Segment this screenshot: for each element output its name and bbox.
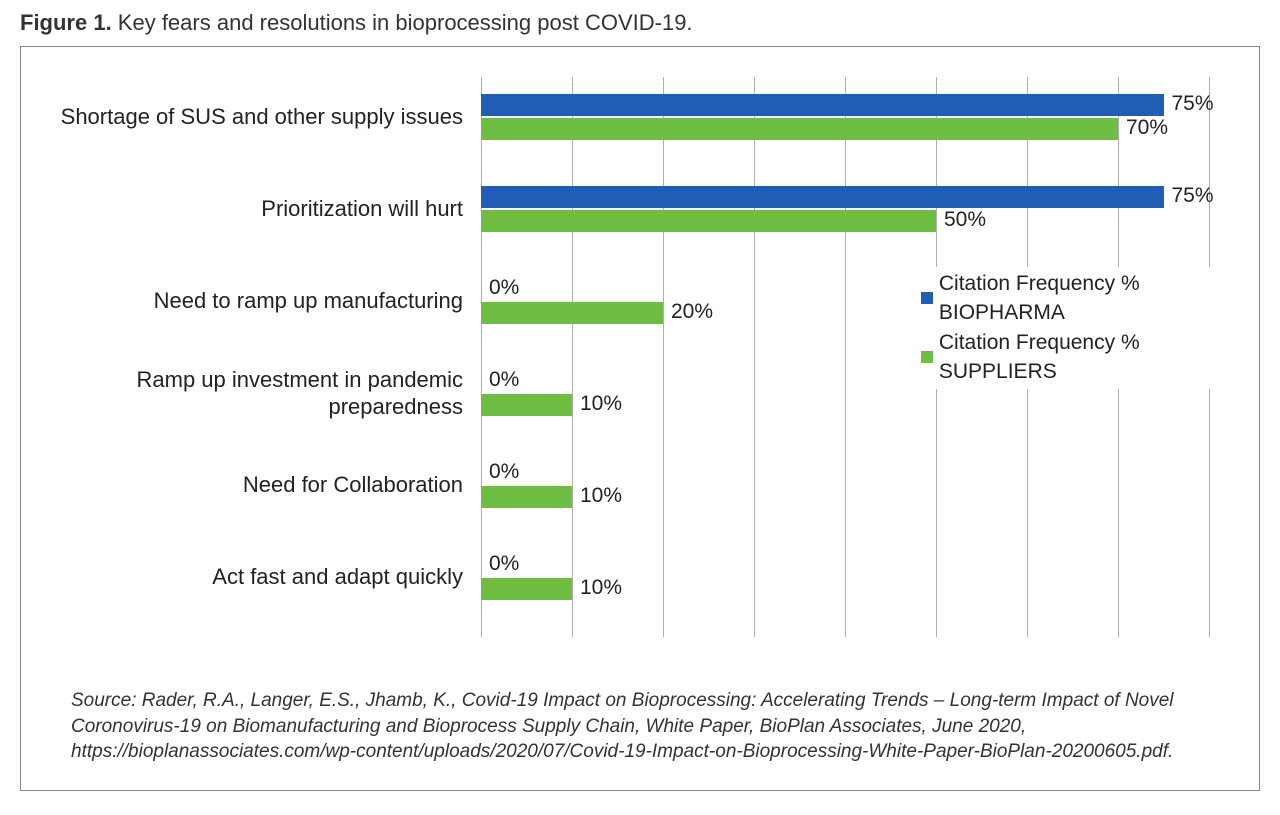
category-label: Need to ramp up manufacturing — [51, 261, 471, 341]
bar — [481, 394, 572, 416]
bar-value-label: 50% — [944, 208, 986, 232]
category-label: Need for Collaboration — [51, 445, 471, 525]
chart-area: Shortage of SUS and other supply issues7… — [51, 77, 1229, 637]
bar — [481, 94, 1164, 116]
chart-row: Prioritization will hurt75%50% — [51, 169, 1209, 249]
bar-value-label: 75% — [1172, 184, 1214, 208]
category-label: Act fast and adapt quickly — [51, 537, 471, 617]
bar-value-label: 0% — [489, 460, 519, 484]
legend-item: Citation Frequency % SUPPLIERS — [921, 328, 1225, 387]
bar — [481, 578, 572, 600]
figure-title: Figure 1. Key fears and resolutions in b… — [20, 10, 1260, 36]
chart-row: Act fast and adapt quickly 0% 10% — [51, 537, 1209, 617]
bar-value-label: 10% — [580, 484, 622, 508]
legend-swatch — [921, 292, 933, 304]
bar — [481, 302, 663, 324]
category-label: Ramp up investment in pandemic preparedn… — [51, 353, 471, 433]
bar-group: 75%70% — [481, 77, 1209, 157]
chart-legend: Citation Frequency % BIOPHARMACitation F… — [917, 267, 1229, 389]
bar-value-label: 0% — [489, 368, 519, 392]
bar — [481, 210, 936, 232]
bar — [481, 186, 1164, 208]
category-label: Prioritization will hurt — [51, 169, 471, 249]
figure-box: Shortage of SUS and other supply issues7… — [20, 46, 1260, 791]
bar-value-label: 10% — [580, 576, 622, 600]
bar-value-label: 0% — [489, 552, 519, 576]
legend-swatch — [921, 351, 933, 363]
bar-value-label: 0% — [489, 276, 519, 300]
bar-value-label: 10% — [580, 392, 622, 416]
category-label: Shortage of SUS and other supply issues — [51, 77, 471, 157]
figure-number: Figure 1. — [20, 10, 112, 35]
figure-caption: Key fears and resolutions in bioprocessi… — [112, 10, 693, 35]
bar — [481, 486, 572, 508]
legend-label: Citation Frequency % SUPPLIERS — [939, 328, 1225, 387]
chart-row: Need for Collaboration 0% 10% — [51, 445, 1209, 525]
legend-label: Citation Frequency % BIOPHARMA — [939, 269, 1225, 328]
bar-value-label: 70% — [1126, 116, 1168, 140]
source-citation: Source: Rader, R.A., Langer, E.S., Jhamb… — [71, 688, 1209, 765]
bar-group: 75%50% — [481, 169, 1209, 249]
bar-value-label: 75% — [1172, 92, 1214, 116]
bar — [481, 118, 1118, 140]
legend-item: Citation Frequency % BIOPHARMA — [921, 269, 1225, 328]
bar-group: 0% 10% — [481, 445, 1209, 525]
bar-value-label: 20% — [671, 300, 713, 324]
bar-group: 0% 10% — [481, 537, 1209, 617]
chart-row: Shortage of SUS and other supply issues7… — [51, 77, 1209, 157]
